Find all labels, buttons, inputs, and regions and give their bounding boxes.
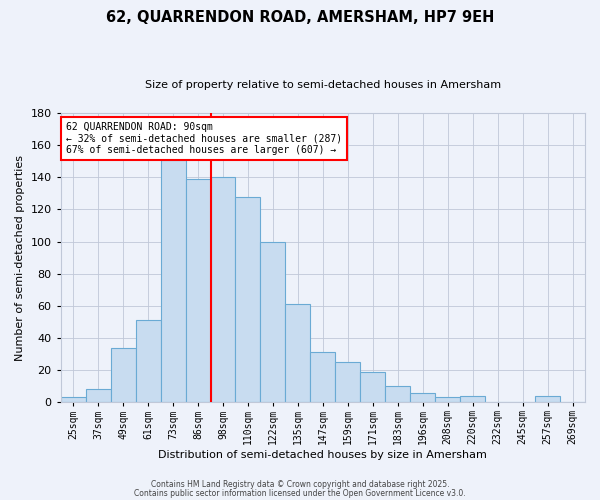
Bar [361,372,385,402]
Bar [410,392,435,402]
Bar [335,362,361,402]
Bar [535,396,560,402]
Text: 62 QUARRENDON ROAD: 90sqm
← 32% of semi-detached houses are smaller (287)
67% of: 62 QUARRENDON ROAD: 90sqm ← 32% of semi-… [66,122,342,155]
Text: 62, QUARRENDON ROAD, AMERSHAM, HP7 9EH: 62, QUARRENDON ROAD, AMERSHAM, HP7 9EH [106,10,494,25]
Text: Contains HM Land Registry data © Crown copyright and database right 2025.: Contains HM Land Registry data © Crown c… [151,480,449,489]
Bar [185,179,211,402]
Bar [136,320,161,402]
Bar [235,196,260,402]
Bar [435,398,460,402]
Bar [286,304,310,402]
Text: Contains public sector information licensed under the Open Government Licence v3: Contains public sector information licen… [134,490,466,498]
Y-axis label: Number of semi-detached properties: Number of semi-detached properties [15,154,25,360]
Bar [86,390,110,402]
Bar [385,386,410,402]
Bar [110,348,136,402]
Bar [310,352,335,402]
Title: Size of property relative to semi-detached houses in Amersham: Size of property relative to semi-detach… [145,80,501,90]
X-axis label: Distribution of semi-detached houses by size in Amersham: Distribution of semi-detached houses by … [158,450,487,460]
Bar [161,160,185,402]
Bar [211,178,235,402]
Bar [61,398,86,402]
Bar [260,242,286,402]
Bar [460,396,485,402]
